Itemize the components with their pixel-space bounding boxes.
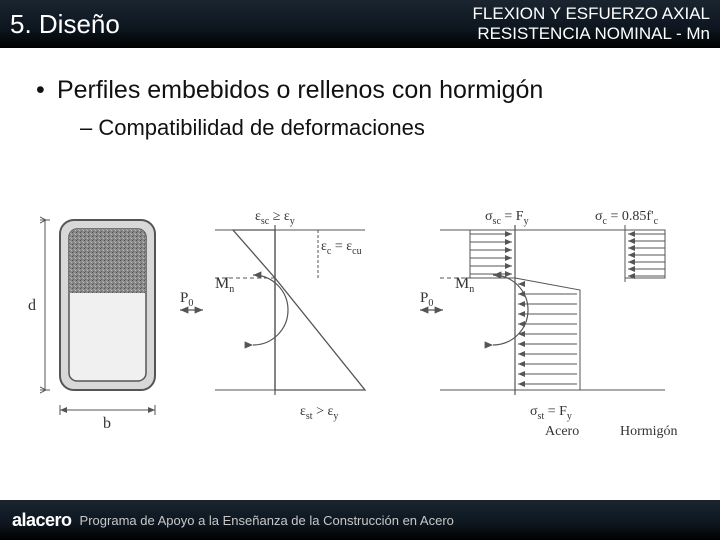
slide-number-title: 5. Diseño xyxy=(10,9,120,40)
figures-container: d b εsc ≥ εy εc = εcu εst > εy Mn xyxy=(10,200,710,480)
eps-st-label: εst > εy xyxy=(300,404,338,422)
topic-line-1: FLEXION Y ESFUERZO AXIAL xyxy=(473,4,710,24)
compatibility-diagram: d b εsc ≥ εy εc = εcu εst > εy Mn xyxy=(10,200,710,480)
legend-steel: Acero xyxy=(545,424,579,439)
d-label: d xyxy=(28,297,36,314)
concrete-arrows xyxy=(628,234,665,276)
slide-topic: FLEXION Y ESFUERZO AXIAL RESISTENCIA NOM… xyxy=(473,4,710,43)
sigma-st-label: σst = Fy xyxy=(530,404,572,422)
strain-diagram: εsc ≥ εy εc = εcu εst > εy Mn P0 xyxy=(180,209,365,422)
sigma-sc-label: σsc = Fy xyxy=(485,209,529,227)
b-label: b xyxy=(103,415,111,432)
bullet-level-2: – Compatibilidad de deformaciones xyxy=(36,115,684,141)
topic-line-2: RESISTENCIA NOMINAL - Mn xyxy=(473,24,710,44)
cross-section-figure: d b xyxy=(28,220,155,432)
bullet-1-text: Perfiles embebidos o rellenos con hormig… xyxy=(57,76,543,104)
slide-body: • Perfiles embebidos o rellenos con horm… xyxy=(0,48,720,141)
eps-sc-label: εsc ≥ εy xyxy=(255,209,295,227)
stress-diagram: Mn P0 σsc = Fy σc = 0.85f'c σst = Fy Ace… xyxy=(420,209,678,439)
p0-label-2: P0 xyxy=(420,290,433,309)
sigma-c-label: σc = 0.85f'c xyxy=(595,209,659,227)
bullet-level-1: • Perfiles embebidos o rellenos con horm… xyxy=(36,76,684,105)
p0-label-1: P0 xyxy=(180,290,193,309)
legend-concrete: Hormigón xyxy=(620,424,678,439)
eps-cu-label: εc = εcu xyxy=(321,239,362,257)
footer-text: Programa de Apoyo a la Enseñanza de la C… xyxy=(80,513,454,528)
steel-comp-arrows xyxy=(470,234,512,274)
footer-logo: alacero xyxy=(12,510,72,531)
slide-footer: alacero Programa de Apoyo a la Enseñanza… xyxy=(0,500,720,540)
slide-header: 5. Diseño FLEXION Y ESFUERZO AXIAL RESIS… xyxy=(0,0,720,48)
